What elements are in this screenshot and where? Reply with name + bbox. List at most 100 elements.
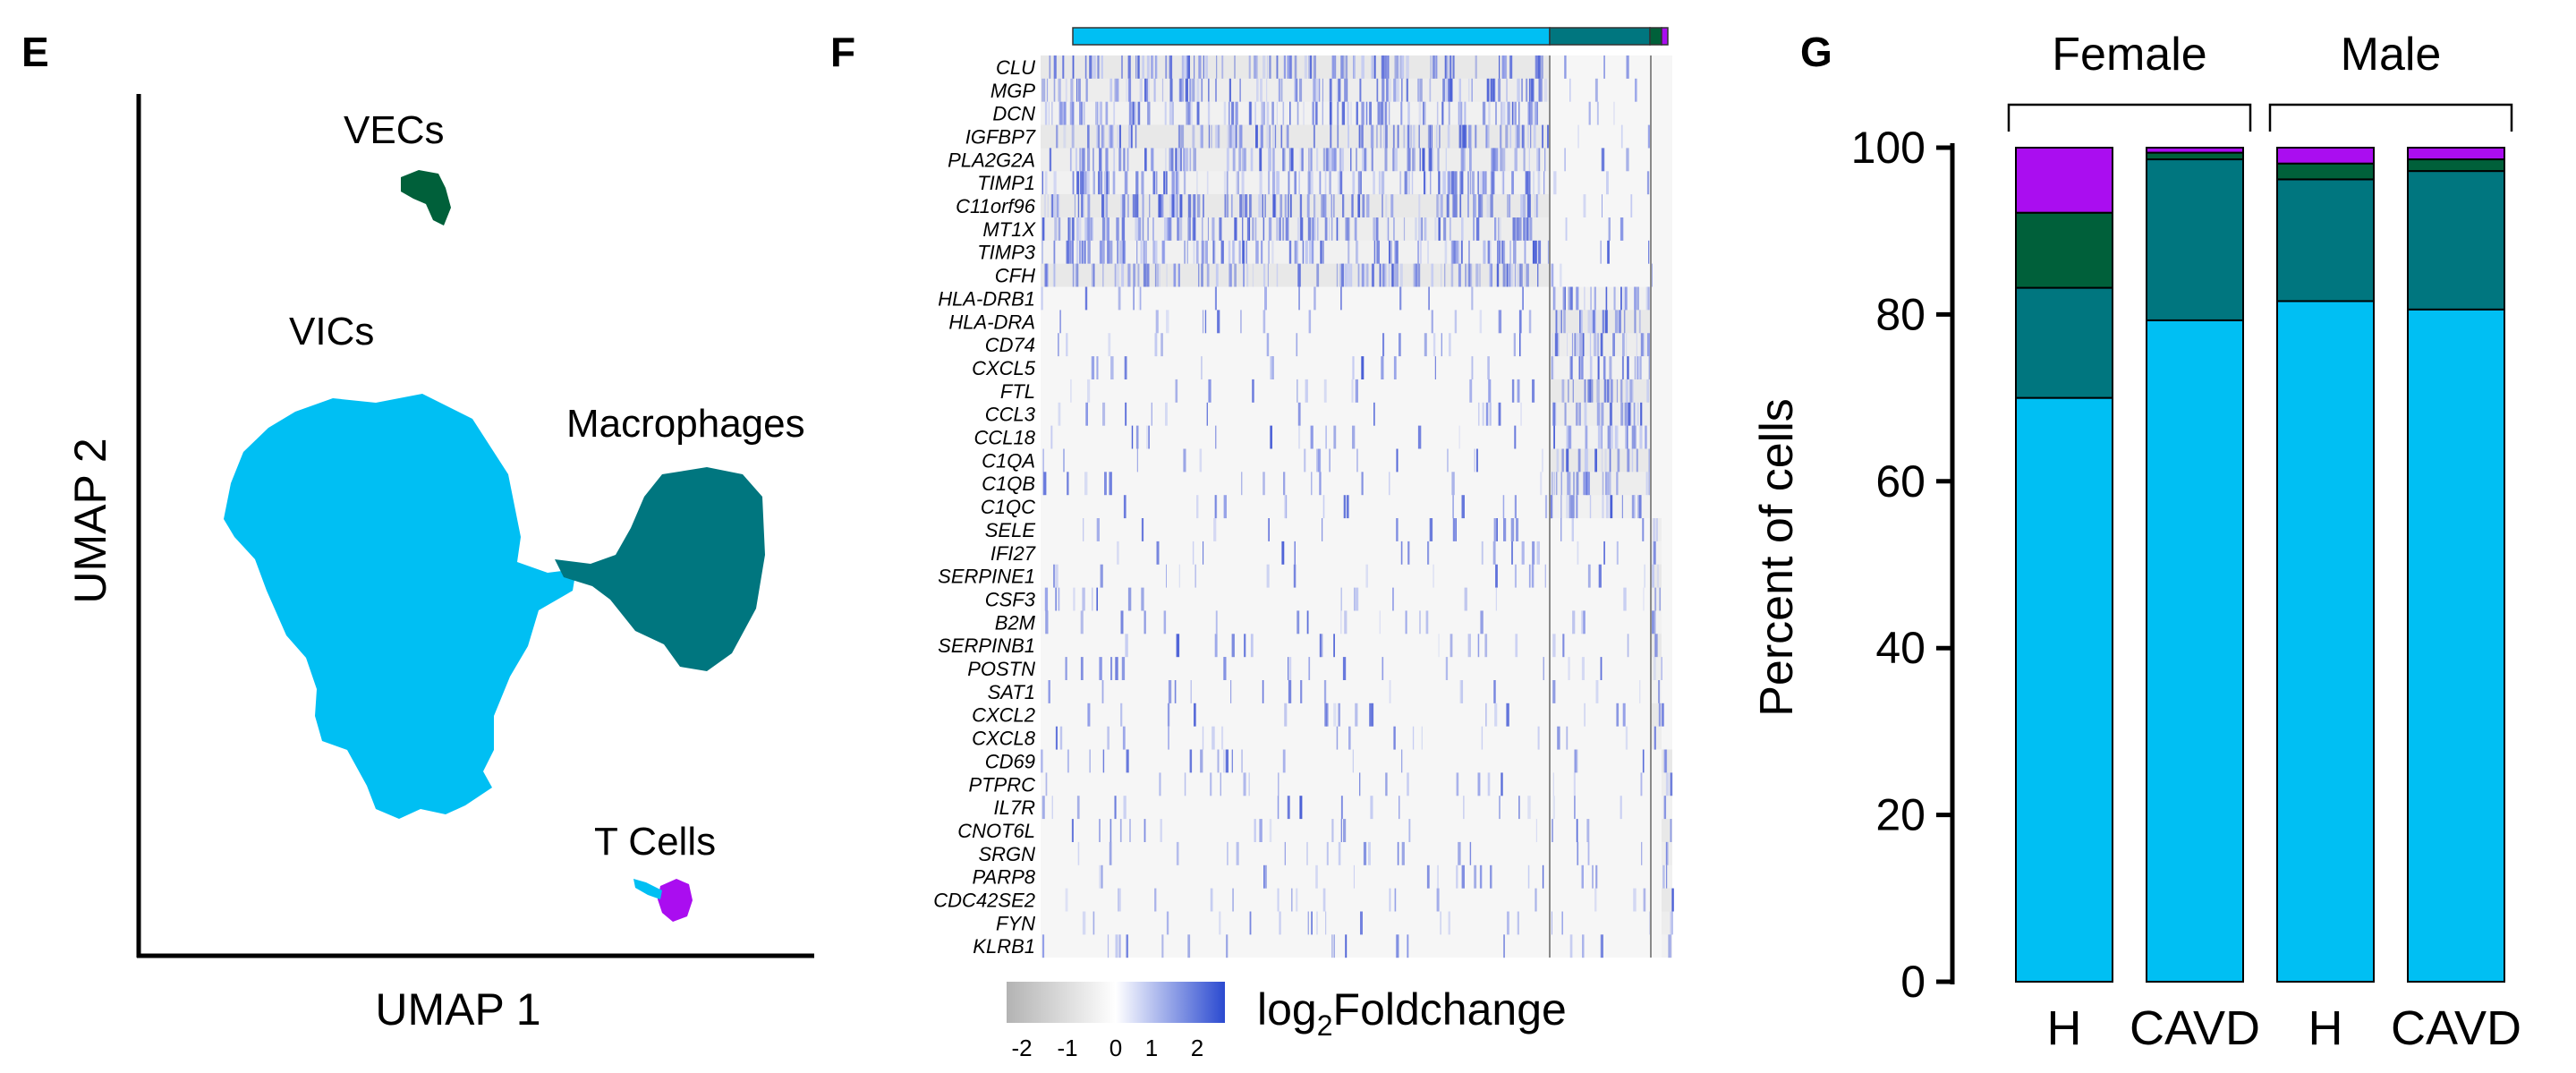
- heatmap-cell-mark: [1498, 78, 1501, 102]
- heatmap-cell-mark: [1323, 194, 1327, 217]
- heatmap-cell-mark: [1169, 217, 1172, 241]
- heatmap-cell-mark: [1058, 587, 1060, 611]
- heatmap-cell-mark: [1423, 101, 1424, 125]
- heatmap-cell-mark: [1620, 124, 1623, 149]
- heatmap-cell-mark: [1490, 864, 1492, 889]
- heatmap-cell-mark: [1419, 78, 1423, 102]
- heatmap-cell-mark: [1160, 194, 1164, 217]
- heatmap-cell-mark: [1477, 171, 1480, 195]
- heatmap-cell-mark: [1109, 124, 1111, 149]
- heatmap-cell-mark: [1638, 310, 1641, 334]
- heatmap-row-shade: [1041, 263, 1550, 287]
- heatmap-cell-mark: [1579, 356, 1582, 379]
- heatmap-cell-mark: [1321, 194, 1324, 217]
- heatmap-cell-mark: [1485, 124, 1488, 149]
- heatmap-cell-mark: [1105, 101, 1109, 125]
- heatmap-cell-mark: [1283, 148, 1286, 172]
- heatmap-cell-mark: [1458, 263, 1461, 287]
- heatmap-cell-mark: [1152, 217, 1154, 241]
- heatmap-cell-mark: [1396, 240, 1399, 264]
- heatmap-cell-mark: [1352, 425, 1356, 449]
- heatmap-cell-mark: [1187, 934, 1191, 958]
- heatmap-cell-mark: [1119, 819, 1122, 842]
- heatmap-cell-mark: [1343, 495, 1346, 519]
- heatmap-cell-mark: [1540, 78, 1543, 102]
- heatmap-cell-mark: [1594, 448, 1596, 473]
- heatmap-cell-mark: [1142, 55, 1144, 79]
- heatmap-cell-mark: [1464, 101, 1466, 125]
- heatmap-cell-mark: [1643, 888, 1646, 912]
- heatmap-cell-mark: [1357, 171, 1361, 195]
- heatmap-cell-mark: [1521, 78, 1523, 102]
- gene-label: PLA2G2A: [948, 149, 1035, 171]
- heatmap-cell-mark: [1454, 194, 1458, 217]
- heatmap-cell-mark: [1151, 148, 1154, 172]
- heatmap-cell-mark: [1322, 101, 1323, 125]
- heatmap-cell-mark: [1250, 634, 1254, 658]
- heatmap-cell-mark: [1509, 55, 1513, 79]
- heatmap-cell-mark: [1300, 217, 1304, 241]
- heatmap-cell-mark: [1100, 564, 1103, 588]
- heatmap-cell-mark: [1440, 194, 1443, 217]
- heatmap-cell-mark: [1478, 194, 1481, 217]
- heatmap-cell-mark: [1469, 171, 1471, 195]
- heatmap-cell-mark: [1144, 148, 1147, 172]
- heatmap-cell-mark: [1045, 772, 1048, 796]
- gene-label: B2M: [995, 611, 1036, 634]
- heatmap-cell-mark: [1487, 772, 1491, 796]
- heatmap-cell-mark: [1568, 425, 1572, 449]
- heatmap-cell-mark: [1223, 101, 1227, 125]
- heatmap-cell-mark: [1603, 379, 1607, 403]
- heatmap-cell-mark: [1360, 171, 1362, 195]
- heatmap-cell-mark: [1169, 55, 1173, 79]
- heatmap-cell-mark: [1263, 864, 1265, 889]
- heatmap-cell-mark: [1663, 796, 1666, 820]
- heatmap-cell-mark: [1115, 934, 1118, 958]
- heatmap-cell-mark: [1488, 379, 1492, 403]
- heatmap-annotation-tcells: [1661, 27, 1669, 46]
- heatmap-cell-mark: [1517, 78, 1520, 102]
- gene-label: MGP: [990, 80, 1035, 102]
- heatmap-cell-mark: [1255, 55, 1258, 79]
- heatmap-cell-mark: [1449, 78, 1452, 102]
- heatmap-cell-mark: [1576, 495, 1578, 519]
- heatmap-cell-mark: [1549, 263, 1552, 287]
- heatmap-cell-mark: [1445, 657, 1449, 680]
- heatmap-cell-mark: [1439, 194, 1442, 217]
- heatmap-cell-mark: [1581, 864, 1584, 889]
- heatmap-cell-mark: [1266, 78, 1268, 102]
- heatmap-cell-mark: [1463, 796, 1465, 820]
- heatmap-cell-mark: [1614, 310, 1619, 334]
- heatmap-cell-mark: [1298, 171, 1300, 195]
- heatmap-cell-mark: [1370, 796, 1373, 820]
- heatmap-cell-mark: [1179, 78, 1182, 102]
- heatmap-row-shade: [1550, 356, 1651, 379]
- heatmap-cell-mark: [1536, 148, 1540, 172]
- heatmap-cell-mark: [1099, 240, 1102, 264]
- heatmap-cell-mark: [1649, 472, 1651, 496]
- heatmap-cell-mark: [1528, 148, 1530, 172]
- heatmap-cell-mark: [1452, 495, 1454, 519]
- heatmap-cell-mark: [1346, 78, 1348, 102]
- heatmap-cell-mark: [1324, 217, 1328, 241]
- heatmap-cell-mark: [1165, 148, 1167, 172]
- heatmap-cell-mark: [1269, 55, 1271, 79]
- heatmap-cell-mark: [1228, 101, 1230, 125]
- heatmap-cell-mark: [1268, 518, 1270, 541]
- heatmap-cell-mark: [1196, 101, 1200, 125]
- heatmap-cell-mark: [1587, 379, 1590, 403]
- heatmap-cell-mark: [1378, 240, 1380, 264]
- heatmap-row-shade: [1041, 148, 1550, 172]
- heatmap-cell-mark: [1268, 148, 1271, 172]
- heatmap-cell-mark: [1254, 55, 1256, 79]
- heatmap-cell-mark: [1079, 101, 1083, 125]
- heatmap-cell-mark: [1671, 888, 1674, 912]
- heatmap-cell-mark: [1537, 55, 1539, 79]
- heatmap-cell-mark: [1266, 333, 1270, 357]
- heatmap-cell-mark: [1380, 124, 1382, 149]
- heatmap-cell-mark: [1118, 286, 1121, 311]
- heatmap-cell-mark: [1502, 171, 1505, 195]
- heatmap-cell-mark: [1526, 263, 1529, 287]
- heatmap-cell-mark: [1140, 286, 1142, 311]
- heatmap-cell-mark: [1576, 472, 1579, 496]
